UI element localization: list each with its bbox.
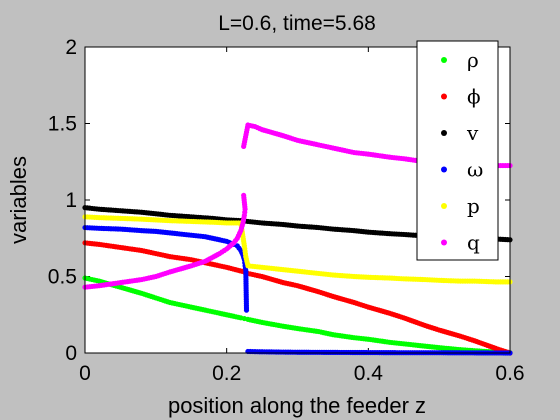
legend-label-1: ϕ [467,85,481,109]
axis-ticks: 0 0.2 0.4 0.6 0 0.5 1 1.5 2 [48,36,525,385]
x-tick-label: 0.4 [354,362,384,385]
x-tick-label: 0.6 [495,362,524,385]
y-tick-label: 2 [65,36,77,59]
legend-label-5: q [467,231,480,255]
legend-label-2: v [466,121,479,145]
y-tick-label: 1.5 [48,113,77,136]
data-point [241,192,247,199]
legend-marker-4 [441,203,447,209]
legend-marker-2 [441,130,447,136]
legend-marker-5 [441,239,447,246]
legend-marker-3 [441,166,447,173]
y-tick-label: 1 [65,189,77,212]
plot-frame [84,46,511,354]
y-tick-label: 0 [65,342,77,365]
legend-marker-0 [441,57,447,63]
chart-title: L=0.6, time=5.68 [218,12,376,35]
x-tick-label: 0.2 [212,362,241,385]
data-point [243,307,250,313]
x-tick-label: 0 [79,362,91,385]
legend-label-4: p [467,194,480,218]
legend-marker-1 [441,93,447,100]
series-4-points [82,214,513,285]
x-axis-label: position along the feeder z [168,393,426,418]
legend-box [416,40,499,261]
legend-label-0: ρ [467,48,479,72]
y-axis-label: variables [6,156,31,244]
data-points [82,122,513,356]
legend-label-3: ω [467,158,483,182]
y-tick-label: 0.5 [48,266,77,289]
